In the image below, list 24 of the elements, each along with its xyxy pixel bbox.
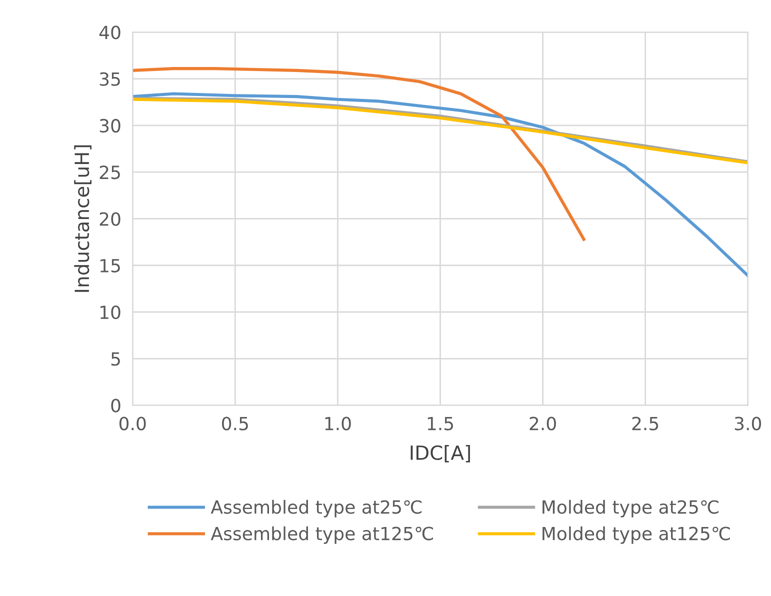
line-series (132, 92, 748, 278)
line-series (132, 67, 586, 241)
legend-label: Molded type at25℃ (542, 500, 718, 518)
y-tick-label: 10 (100, 305, 120, 320)
y-tick-label: 20 (100, 212, 120, 226)
y-tick-label: 35 (100, 72, 120, 86)
legend-label: Assembled type at25℃ (210, 500, 422, 518)
x-tick-label: 1.0 (325, 416, 351, 430)
x-tick-label: 0.0 (119, 416, 146, 430)
y-axis-title: Inductance[uH] (74, 145, 92, 292)
y-tick-label: 25 (100, 166, 120, 180)
x-tick-label: 3.0 (734, 416, 762, 430)
y-tick-label: 5 (111, 352, 120, 366)
x-tick-label: 2.5 (632, 416, 658, 430)
x-tick-label: 0.5 (222, 416, 248, 430)
legend-label: Molded type at125℃ (542, 526, 730, 544)
y-tick-label: 30 (100, 118, 120, 133)
x-axis-title: IDC[A] (410, 444, 470, 462)
y-tick-label: 0 (111, 398, 120, 412)
legend-label: Assembled type at125℃ (210, 526, 434, 544)
x-tick-label: 1.5 (428, 416, 454, 430)
y-tick-label: 40 (99, 26, 120, 40)
y-tick-label: 15 (100, 259, 120, 272)
x-tick-label: 2.0 (530, 416, 556, 430)
